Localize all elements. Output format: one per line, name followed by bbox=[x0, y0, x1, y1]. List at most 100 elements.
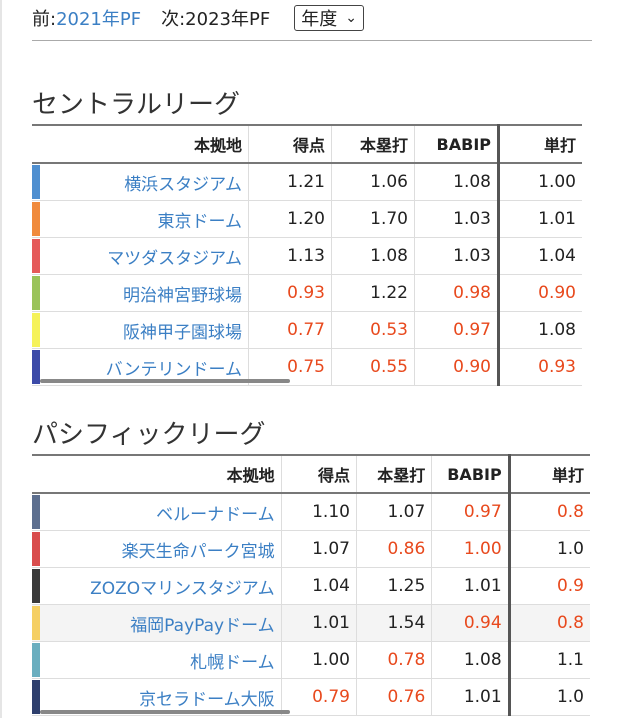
team-color-swatch bbox=[32, 163, 40, 201]
babip-value: 0.90 bbox=[414, 348, 500, 386]
single-value: 0.9 bbox=[509, 567, 590, 605]
hr-value: 1.25 bbox=[356, 567, 433, 605]
page-edge bbox=[0, 0, 2, 718]
babip-value: 1.08 bbox=[431, 641, 511, 679]
hr-value: 1.70 bbox=[331, 200, 415, 238]
runs-value: 0.79 bbox=[281, 678, 357, 716]
stadium-name[interactable]: 阪神甲子園球場 bbox=[40, 311, 249, 349]
runs-value: 1.04 bbox=[281, 567, 357, 605]
hr-value: 1.54 bbox=[356, 604, 433, 642]
pacific-header-row: 本拠地 得点 本塁打 BABIP 単打 bbox=[32, 454, 590, 494]
hr-value: 0.53 bbox=[331, 311, 415, 349]
header-babip: BABIP bbox=[414, 124, 500, 164]
runs-value: 1.21 bbox=[248, 163, 332, 201]
team-color-swatch bbox=[32, 237, 40, 275]
table-row: 明治神宮野球場 0.93 1.22 0.98 0.90 bbox=[32, 274, 582, 312]
stadium-name[interactable]: 明治神宮野球場 bbox=[40, 274, 249, 312]
header-hr: 本塁打 bbox=[356, 454, 433, 494]
stadium-name[interactable]: 札幌ドーム bbox=[40, 641, 282, 679]
pacific-scrollbar[interactable] bbox=[40, 710, 290, 714]
single-value: 1.04 bbox=[498, 237, 582, 275]
team-color-swatch bbox=[32, 311, 40, 349]
team-color-swatch bbox=[32, 567, 40, 605]
babip-value: 0.97 bbox=[414, 311, 500, 349]
stadium-name[interactable]: マツダスタジアム bbox=[40, 237, 249, 275]
pacific-title: パシフィックリーグ bbox=[32, 420, 266, 450]
stadium-name[interactable]: 楽天生命パーク宮城 bbox=[40, 530, 282, 568]
babip-value: 1.03 bbox=[414, 200, 500, 238]
runs-value: 0.77 bbox=[248, 311, 332, 349]
stadium-name[interactable]: 福岡PayPayドーム bbox=[40, 604, 282, 642]
stadium-name[interactable]: 東京ドーム bbox=[40, 200, 249, 238]
divider bbox=[32, 40, 592, 41]
hr-value: 1.08 bbox=[331, 237, 415, 275]
hr-value: 0.78 bbox=[356, 641, 433, 679]
babip-value: 1.01 bbox=[431, 567, 511, 605]
team-color-swatch bbox=[32, 678, 40, 716]
team-color-swatch bbox=[32, 348, 40, 386]
single-value: 1.1 bbox=[509, 641, 590, 679]
header-single: 単打 bbox=[509, 454, 590, 494]
table-row: 楽天生命パーク宮城 1.07 0.86 1.00 1.0 bbox=[32, 530, 590, 568]
single-value: 1.01 bbox=[498, 200, 582, 238]
single-value: 1.0 bbox=[509, 678, 590, 716]
team-color-swatch bbox=[32, 200, 40, 238]
single-value: 0.8 bbox=[509, 493, 590, 531]
stadium-name[interactable]: 京セラドーム大阪 bbox=[40, 678, 282, 716]
central-table: 本拠地 得点 本塁打 BABIP 単打 横浜スタジアム 1.21 1.06 1.08 1… bbox=[32, 124, 582, 386]
pacific-table-wrap[interactable]: 本拠地 得点 本塁打 BABIP 単打 ベルーナドーム 1.10 1.07 0.97 0… bbox=[32, 454, 590, 716]
stadium-name[interactable]: 横浜スタジアム bbox=[40, 163, 249, 201]
babip-value: 0.97 bbox=[431, 493, 511, 531]
table-row: ベルーナドーム 1.10 1.07 0.97 0.8 bbox=[32, 493, 590, 531]
babip-value: 1.01 bbox=[431, 678, 511, 716]
single-value: 1.08 bbox=[498, 311, 582, 349]
team-color-swatch bbox=[32, 493, 40, 531]
babip-value: 1.03 bbox=[414, 237, 500, 275]
nav-bar: 前: 2021年PF 次:2023年PF 年度 ⌄ bbox=[32, 0, 364, 36]
team-color-swatch bbox=[32, 641, 40, 679]
prev-prefix: 前: bbox=[32, 9, 57, 30]
hr-value: 1.22 bbox=[331, 274, 415, 312]
runs-value: 1.10 bbox=[281, 493, 357, 531]
table-row: 札幌ドーム 1.00 0.78 1.08 1.1 bbox=[32, 641, 590, 679]
year-select[interactable]: 年度 ⌄ bbox=[294, 5, 364, 31]
hr-value: 1.07 bbox=[356, 493, 433, 531]
runs-value: 1.00 bbox=[281, 641, 357, 679]
header-stadium: 本拠地 bbox=[40, 454, 282, 494]
prev-year-link[interactable]: 2021年PF bbox=[56, 9, 142, 30]
header-single: 単打 bbox=[498, 124, 582, 164]
header-babip: BABIP bbox=[431, 454, 511, 494]
hr-value: 0.55 bbox=[331, 348, 415, 386]
table-row: マツダスタジアム 1.13 1.08 1.03 1.04 bbox=[32, 237, 582, 275]
runs-value: 1.20 bbox=[248, 200, 332, 238]
babip-value: 0.94 bbox=[431, 604, 511, 642]
runs-value: 1.13 bbox=[248, 237, 332, 275]
babip-value: 1.08 bbox=[414, 163, 500, 201]
stadium-name[interactable]: ベルーナドーム bbox=[40, 493, 282, 531]
table-row: 東京ドーム 1.20 1.70 1.03 1.01 bbox=[32, 200, 582, 238]
central-table-wrap[interactable]: 本拠地 得点 本塁打 BABIP 単打 横浜スタジアム 1.21 1.06 1.08 1… bbox=[32, 124, 590, 386]
stadium-name[interactable]: ZOZOマリンスタジアム bbox=[40, 567, 282, 605]
hr-value: 1.06 bbox=[331, 163, 415, 201]
babip-value: 0.98 bbox=[414, 274, 500, 312]
team-color-swatch bbox=[32, 274, 40, 312]
pacific-table: 本拠地 得点 本塁打 BABIP 単打 ベルーナドーム 1.10 1.07 0.97 0… bbox=[32, 454, 590, 716]
table-row: 京セラドーム大阪 0.79 0.76 1.01 1.0 bbox=[32, 678, 590, 716]
year-select-value: 年度 bbox=[301, 9, 338, 30]
single-value: 0.90 bbox=[498, 274, 582, 312]
runs-value: 1.07 bbox=[281, 530, 357, 568]
team-color-swatch bbox=[32, 604, 40, 642]
header-hr: 本塁打 bbox=[331, 124, 415, 164]
runs-value: 1.01 bbox=[281, 604, 357, 642]
header-runs: 得点 bbox=[248, 124, 332, 164]
next-label: 次:2023年PF bbox=[161, 9, 271, 30]
table-row: 阪神甲子園球場 0.77 0.53 0.97 1.08 bbox=[32, 311, 582, 349]
single-value: 1.00 bbox=[498, 163, 582, 201]
single-value: 0.93 bbox=[498, 348, 582, 386]
single-value: 1.0 bbox=[509, 530, 590, 568]
runs-value: 0.93 bbox=[248, 274, 332, 312]
table-row: 福岡PayPayドーム 1.01 1.54 0.94 0.8 bbox=[32, 604, 590, 642]
central-scrollbar[interactable] bbox=[40, 379, 290, 383]
hr-value: 0.86 bbox=[356, 530, 433, 568]
table-row: ZOZOマリンスタジアム 1.04 1.25 1.01 0.9 bbox=[32, 567, 590, 605]
